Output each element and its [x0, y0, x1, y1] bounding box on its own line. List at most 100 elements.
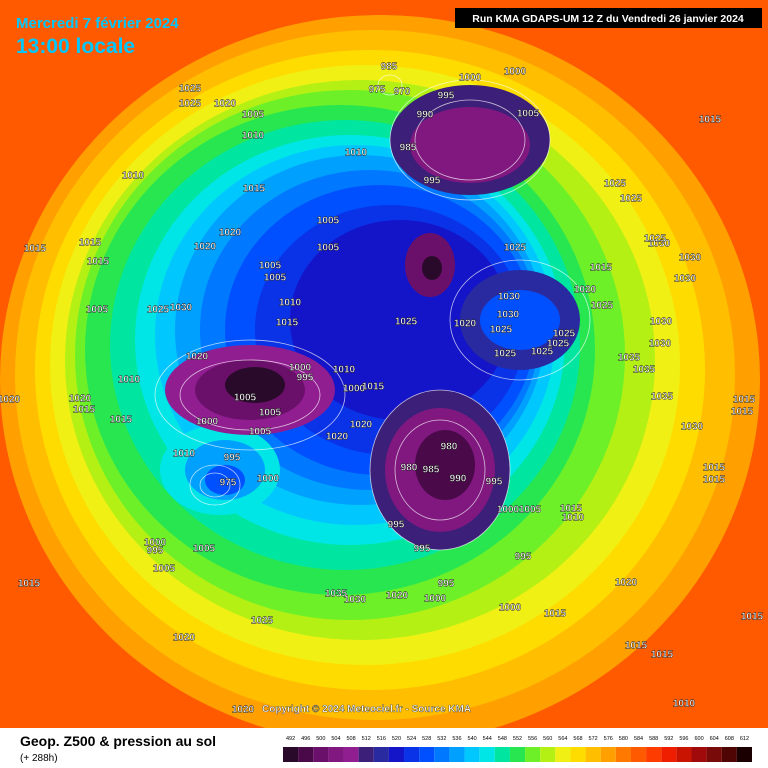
legend-swatch — [434, 747, 450, 762]
legend-level: 544 — [483, 736, 492, 742]
isobar-label: 1030 — [344, 595, 367, 606]
legend-level: 568 — [573, 736, 582, 742]
isobar-label: 1010 — [345, 148, 368, 159]
legend-level: 592 — [664, 736, 673, 742]
isobar-label: 995 — [424, 176, 441, 187]
legend-swatch — [525, 747, 541, 762]
isobar-label: 975 — [369, 85, 386, 96]
isobar-label: 980 — [441, 442, 458, 453]
legend-level: 612 — [740, 736, 749, 742]
isobar-label: 1025 — [547, 339, 570, 350]
legend-level: 548 — [498, 736, 507, 742]
isobar-label: 1010 — [118, 375, 141, 386]
isobar-label: 1005 — [264, 273, 287, 284]
isobar-label: 1000 — [504, 67, 527, 78]
isobar-label: 1015 — [544, 609, 567, 620]
isobar-label: 1030 — [648, 239, 671, 250]
legend-level: 600 — [694, 736, 703, 742]
legend-swatch — [585, 747, 601, 762]
footer: Geop. Z500 & pression au sol (+ 288h) 49… — [20, 733, 752, 764]
isobar-label: 1015 — [73, 405, 96, 416]
isobar-label: 1030 — [497, 310, 520, 321]
isobar-label: 1015 — [560, 504, 583, 515]
isobar-label: 995 — [438, 579, 455, 590]
isobar-label: 1000 — [424, 594, 447, 605]
isobar-label: 1000 — [257, 474, 280, 485]
isobar-label: 1025 — [395, 317, 418, 328]
isobar-label: 1015 — [87, 257, 110, 268]
isobar-label: 1025 — [531, 347, 554, 358]
isobar-label: 1010 — [333, 365, 356, 376]
isobar-label: 985 — [400, 143, 417, 154]
legend-swatch — [404, 747, 420, 762]
legend-swatch — [509, 747, 526, 762]
isobar-label: 1025 — [251, 616, 274, 627]
legend-swatch — [313, 747, 329, 762]
isobar-label: 1020 — [214, 99, 237, 110]
isobar-label: 1025 — [504, 243, 527, 254]
isobar-label: 1020 — [326, 432, 349, 443]
legend-level: 580 — [619, 736, 628, 742]
isobar-label: 1015 — [733, 395, 756, 406]
isobar-label: 1005 — [519, 505, 542, 516]
isobar-label: 1025 — [644, 234, 667, 245]
isobar-label: 1005 — [517, 109, 540, 120]
legend-level: 604 — [710, 736, 719, 742]
isobar-label: 1000 — [196, 417, 219, 428]
time: 13:00 locale — [16, 35, 135, 58]
legend-swatch — [721, 747, 737, 762]
isobar-label: 1020 — [219, 228, 242, 239]
isobar-label: 1015 — [243, 184, 266, 195]
isobar-label: 970 — [394, 87, 411, 98]
isobar-label: 1025 — [591, 301, 614, 312]
date: Mercredi 7 février 2024 — [16, 15, 179, 32]
z500-area — [290, 220, 510, 420]
legend-level: 584 — [634, 736, 643, 742]
isobar-label: 995 — [515, 552, 532, 563]
isobar-label: 1020 — [0, 395, 21, 406]
isobar-label: 1035 — [325, 589, 348, 600]
isobar-label: 1000 — [499, 603, 522, 614]
isobars — [154, 74, 591, 551]
isobar-label: 1030 — [679, 253, 702, 264]
isobar-label: 1020 — [574, 285, 597, 296]
isobar-label: 1000 — [459, 73, 482, 84]
legend-level: 520 — [392, 736, 401, 742]
isobar-label: 1035 — [633, 365, 656, 376]
legend-swatch — [358, 747, 374, 762]
legend-level: 500 — [316, 736, 325, 742]
isobar-label: 985 — [423, 465, 440, 476]
isobar-label: 1020 — [232, 705, 255, 716]
legend-swatch — [479, 747, 495, 762]
run-box — [455, 8, 762, 28]
legend-swatch — [464, 747, 480, 762]
isobar-label: 1005 — [259, 261, 282, 272]
legend-level: 560 — [543, 736, 552, 742]
isobar-label: 1025 — [179, 99, 202, 110]
legend-swatch — [540, 747, 556, 762]
legend-swatch — [494, 747, 510, 762]
isobar-label: 1015 — [362, 382, 385, 393]
legend-swatch — [600, 747, 616, 762]
legend-swatch — [328, 747, 344, 762]
isobar-label: 1005 — [153, 564, 176, 575]
isobar-label: 1020 — [386, 591, 409, 602]
isobar-label: 995 — [438, 91, 455, 102]
z500-area — [410, 107, 530, 183]
isobar-label: 1005 — [317, 216, 340, 227]
isobar-label: 1020 — [615, 578, 638, 589]
legend-swatch — [373, 747, 389, 762]
isobar-label: 1015 — [699, 115, 722, 126]
isobar-label: 1015 — [18, 579, 41, 590]
isobar-label: 995 — [224, 453, 241, 464]
isobar-label: 1020 — [173, 633, 196, 644]
legend-level: 516 — [377, 736, 386, 742]
legend-level: 596 — [679, 736, 688, 742]
legend-level: 588 — [649, 736, 658, 742]
legend-swatch — [630, 747, 647, 762]
isobar-label: 1025 — [179, 84, 202, 95]
isobar-label: 1005 — [259, 408, 282, 419]
legend-level: 532 — [437, 736, 446, 742]
isobar-label: 1025 — [490, 325, 513, 336]
